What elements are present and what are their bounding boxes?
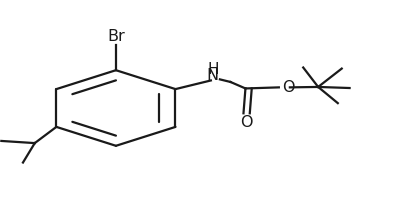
- Text: O: O: [282, 80, 294, 95]
- Text: Br: Br: [107, 29, 125, 44]
- Text: H: H: [207, 62, 219, 76]
- Text: N: N: [207, 68, 219, 83]
- Text: O: O: [241, 115, 253, 130]
